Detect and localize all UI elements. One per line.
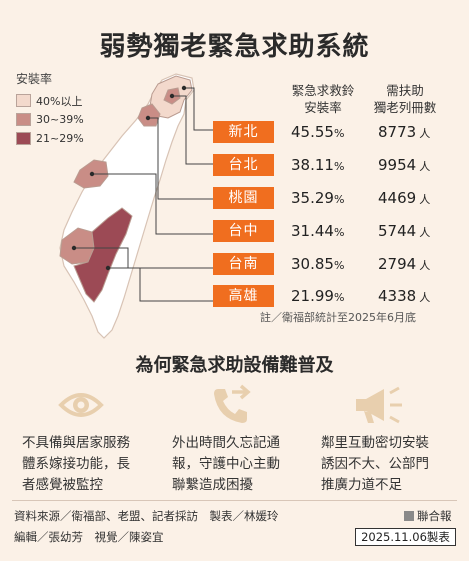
count-unit: 人 (419, 226, 431, 239)
legend-label: 21~29% (36, 132, 84, 145)
legend: 安裝率 40%以上 30~39% 21~29% (16, 70, 84, 148)
reason-line: 鄰里互動密切安裝 (321, 435, 429, 451)
city-label: 桃園 (213, 187, 274, 209)
count-value: 9954 人 (378, 156, 430, 174)
brand-name: 聯合報 (417, 509, 452, 523)
rate-value: 21.99% (291, 287, 344, 305)
count-value: 5744 人 (378, 222, 430, 240)
rate-unit: % (333, 226, 345, 239)
column-header-count: 需扶助 獨老列冊數 (365, 82, 445, 116)
rate-unit: % (333, 193, 345, 206)
count-unit: 人 (419, 291, 431, 304)
legend-title: 安裝率 (16, 72, 53, 86)
page-title: 弱勢獨老緊急求助系統 (99, 32, 370, 62)
reason-text: 鄰里互動密切安裝 誘因不大、公部門 推廣力道不足 (321, 433, 429, 496)
megaphone-icon (356, 386, 402, 424)
rate-number: 35.29 (291, 189, 334, 207)
count-value: 4469 人 (378, 189, 430, 207)
rate-unit: % (333, 160, 345, 173)
legend-item: 30~39% (16, 110, 84, 129)
count-unit: 人 (419, 193, 431, 206)
column-header-count-line2: 獨老列冊數 (373, 100, 437, 115)
column-header-rate-line1: 緊急求救鈴 (291, 83, 355, 98)
reason-text: 外出時間久忘記通 報，守護中心主動 聯繫造成困擾 (172, 433, 280, 496)
rate-number: 38.11 (291, 156, 334, 174)
count-unit: 人 (419, 127, 431, 140)
region-taoyuan (137, 103, 161, 127)
rate-number: 30.85 (291, 255, 334, 273)
legend-swatch-low (16, 132, 31, 145)
brand-square-icon (404, 511, 414, 521)
rate-value: 35.29% (291, 189, 344, 207)
count-value: 2794 人 (378, 255, 430, 273)
city-label: 台南 (213, 253, 274, 275)
reason-line: 推廣力道不足 (321, 477, 402, 493)
divider (12, 500, 457, 501)
reason-line: 報，守護中心主動 (172, 456, 280, 472)
section-title: 為何緊急求助設備難普及 (135, 355, 334, 376)
table-row: 高雄 21.99% 4338 人 (213, 285, 457, 307)
rate-unit: % (333, 259, 345, 272)
count-value: 8773 人 (378, 123, 430, 141)
rate-number: 31.44 (291, 222, 334, 240)
reason-line: 體系嫁接功能，長 (22, 456, 130, 472)
reason-line: 聯繫造成困擾 (172, 477, 253, 493)
source-credit: 資料來源／衛福部、老盟、記者採訪 製表／林媛玲 (14, 509, 279, 523)
column-header-rate-line2: 安裝率 (304, 100, 342, 115)
reason-line: 不具備與居家服務 (22, 435, 130, 451)
brand-label: 聯合報 (404, 508, 452, 524)
count-unit: 人 (419, 259, 431, 272)
leader-lines (74, 87, 214, 302)
reason-line: 外出時間久忘記通 (172, 435, 280, 451)
rate-number: 21.99 (291, 287, 334, 305)
column-header-rate: 緊急求救鈴 安裝率 (283, 82, 363, 116)
phone-arrow-icon (214, 384, 251, 423)
rate-value: 31.44% (291, 222, 344, 240)
eye-icon (58, 393, 104, 417)
legend-swatch-high (16, 94, 31, 107)
legend-item: 21~29% (16, 129, 84, 148)
column-header-count-line1: 需扶助 (386, 83, 424, 98)
rate-unit: % (333, 127, 345, 140)
count-number: 5744 (378, 222, 417, 240)
reason-line: 誘因不大、公部門 (321, 456, 429, 472)
count-number: 9954 (378, 156, 417, 174)
reason-text: 不具備與居家服務 體系嫁接功能，長 者感覺被監控 (22, 433, 130, 496)
reason-line: 者感覺被監控 (22, 477, 103, 493)
table-row: 台北 38.11% 9954 人 (213, 154, 457, 176)
taiwan-map (59, 73, 214, 339)
count-number: 4338 (378, 287, 417, 305)
date-stamp: 2025.11.06製表 (355, 528, 456, 546)
rate-value: 45.55% (291, 123, 344, 141)
count-unit: 人 (419, 160, 431, 173)
legend-label: 40%以上 (36, 94, 83, 108)
rate-number: 45.55 (291, 123, 334, 141)
legend-item: 40%以上 (16, 91, 84, 110)
legend-label: 30~39% (36, 113, 84, 126)
rate-value: 38.11% (291, 156, 344, 174)
count-number: 2794 (378, 255, 417, 273)
table-row: 台中 31.44% 5744 人 (213, 220, 457, 242)
table-row: 台南 30.85% 2794 人 (213, 253, 457, 275)
table-row: 桃園 35.29% 4469 人 (213, 187, 457, 209)
count-number: 8773 (378, 123, 417, 141)
count-number: 4469 (378, 189, 417, 207)
count-value: 4338 人 (378, 287, 430, 305)
footnote: 註／衛福部統計至2025年6月底 (260, 311, 416, 324)
city-dots (71, 85, 187, 271)
city-label: 高雄 (213, 285, 274, 307)
city-label: 台北 (213, 154, 274, 176)
editor-credit: 編輯／張幼芳 視覺／陳姿宜 (14, 530, 164, 544)
city-label: 新北 (213, 121, 274, 143)
rate-unit: % (333, 291, 345, 304)
table-row: 新北 45.55% 8773 人 (213, 121, 457, 143)
legend-swatch-mid (16, 113, 31, 126)
region-kaohsiung (73, 207, 133, 303)
rate-value: 30.85% (291, 255, 344, 273)
city-label: 台中 (213, 220, 274, 242)
